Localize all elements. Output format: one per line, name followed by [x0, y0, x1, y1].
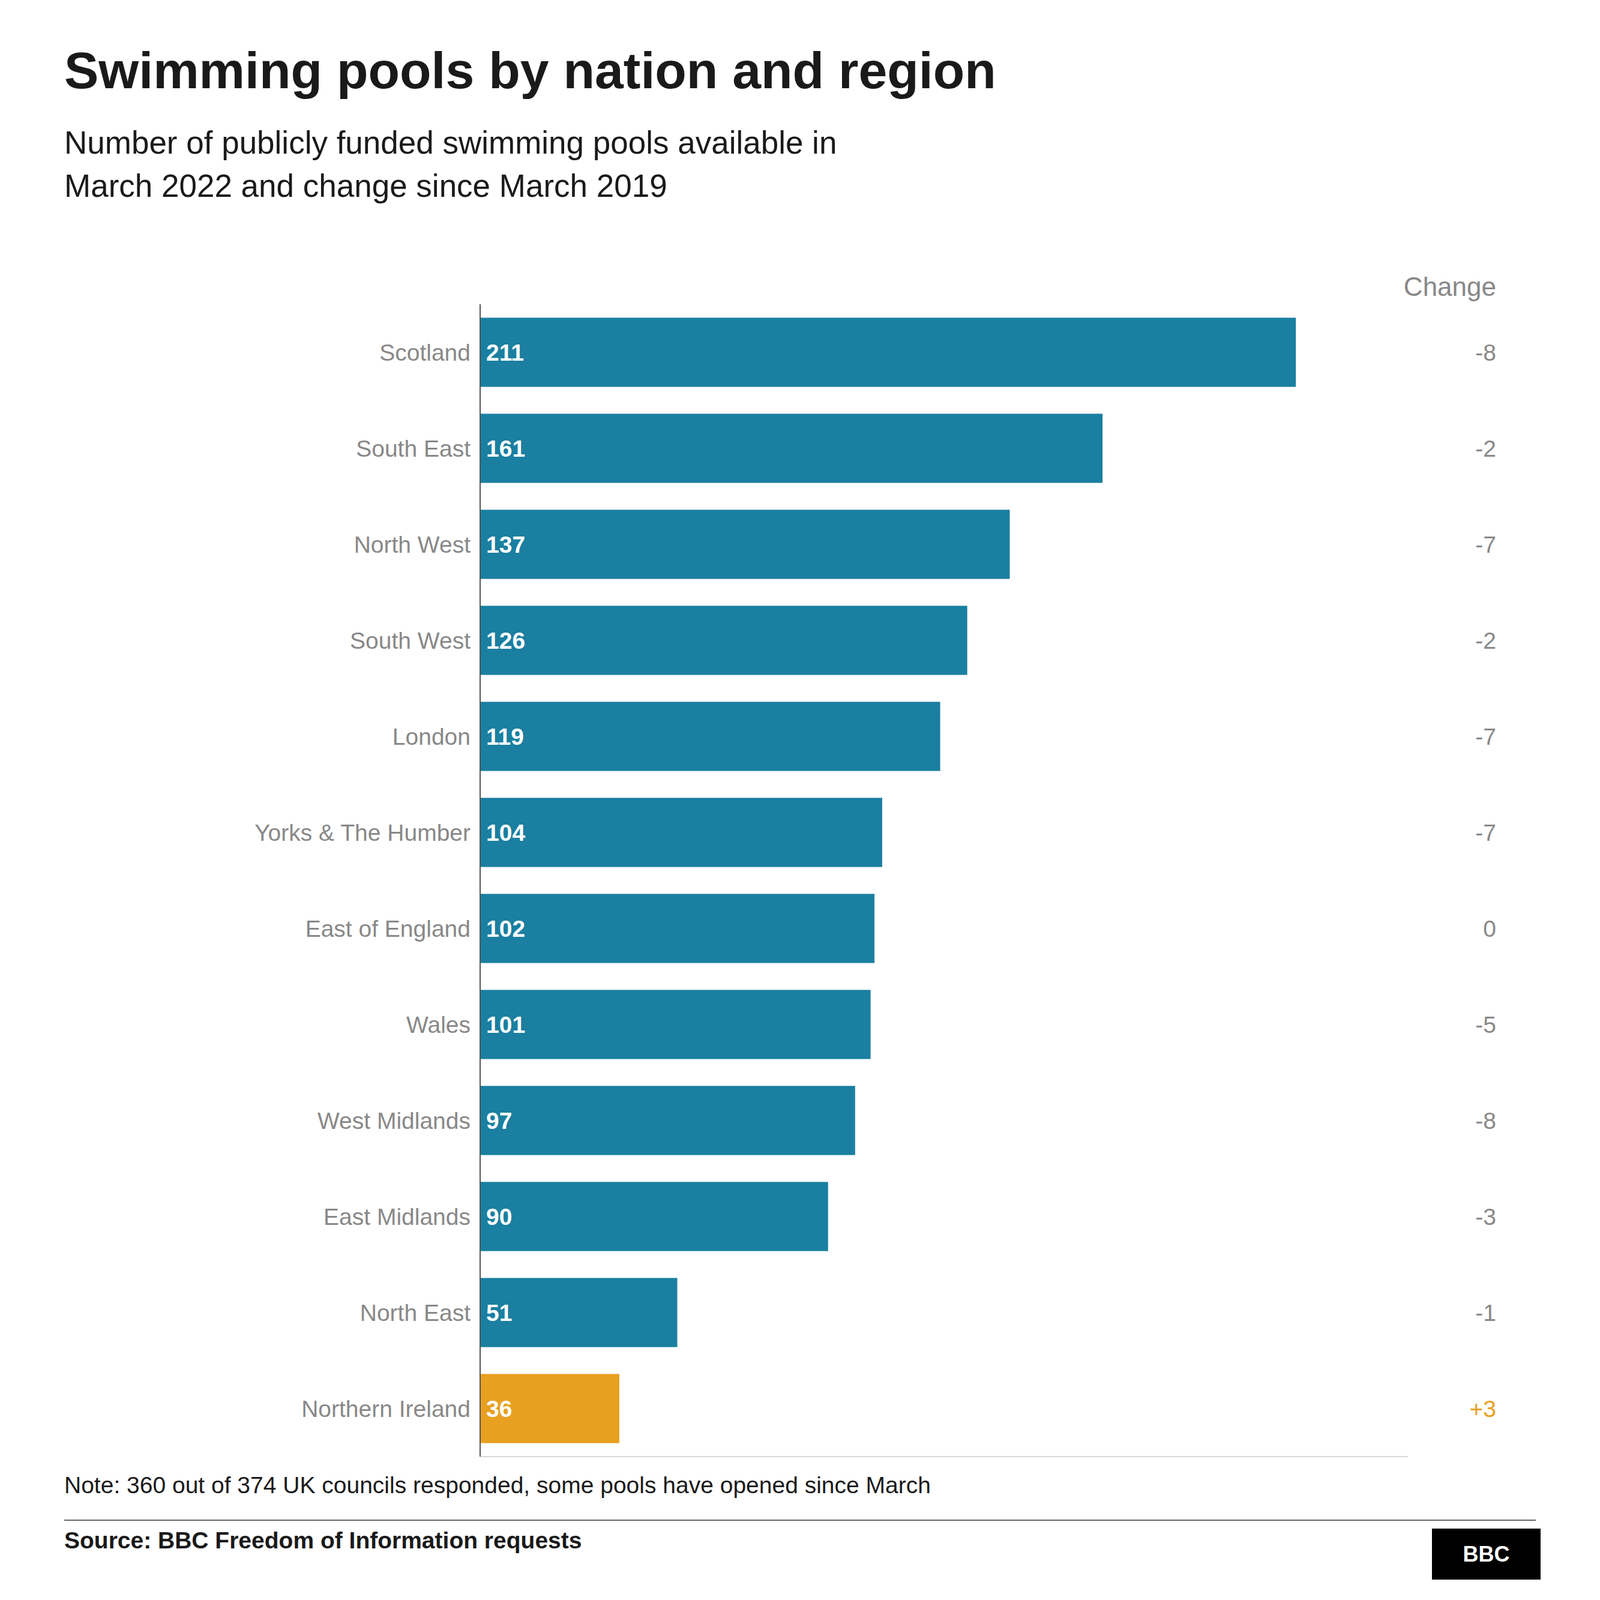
bar	[480, 317, 1296, 387]
change-label: -2	[1475, 435, 1497, 462]
category-label: Northern Ireland	[301, 1395, 471, 1422]
bar	[480, 1181, 829, 1251]
subtitle-line: March 2022 and change since March 2019	[64, 168, 668, 204]
bar	[480, 1277, 678, 1347]
change-header: Change	[1403, 271, 1497, 302]
x-axis-line	[480, 1455, 1408, 1458]
logo-box	[1431, 1528, 1541, 1580]
change-label: 0	[1482, 915, 1497, 942]
bar	[480, 605, 968, 675]
category-label: Wales	[406, 1011, 471, 1038]
change-label: -7	[1475, 819, 1497, 846]
change-label: -1	[1475, 1299, 1497, 1326]
subtitle-line: Number of publicly funded swimming pools…	[64, 124, 837, 161]
title: Swimming pools by nation and region	[64, 41, 997, 100]
change-label: -5	[1475, 1011, 1497, 1038]
data-label: 102	[486, 915, 526, 942]
separator	[64, 1519, 1536, 1521]
bar	[480, 1085, 856, 1155]
data-label: 90	[486, 1203, 512, 1230]
change-label: -7	[1475, 723, 1497, 750]
data-label: 126	[486, 627, 526, 654]
category-label: West Midlands	[317, 1107, 471, 1134]
change-label: -2	[1475, 627, 1497, 654]
logo: BBC	[1463, 1541, 1510, 1567]
change-label: +3	[1469, 1395, 1497, 1422]
data-label: 211	[486, 339, 524, 366]
bars	[480, 317, 1296, 1443]
bar	[480, 797, 883, 867]
bar	[480, 989, 871, 1059]
data-label: 137	[486, 531, 526, 558]
category-label: East Midlands	[323, 1203, 471, 1230]
bar	[480, 893, 875, 963]
data-label: 161	[486, 435, 526, 462]
y-axis-line	[479, 304, 481, 1457]
chart: Swimming pools by nation and region Numbe…	[0, 0, 1600, 1600]
bar	[480, 413, 1103, 483]
category-label: South West	[349, 627, 471, 654]
data-label: 97	[486, 1107, 512, 1134]
bar	[480, 701, 941, 771]
data-label: 36	[486, 1395, 512, 1422]
data-label: 101	[486, 1011, 526, 1038]
subtitle: Number of publicly funded swimming pools…	[64, 124, 837, 204]
change-label: -8	[1475, 1107, 1497, 1134]
change-label: -3	[1475, 1203, 1497, 1230]
note: Note: 360 out of 374 UK councils respond…	[64, 1472, 931, 1498]
bar	[480, 509, 1011, 579]
category-label: North West	[354, 531, 471, 558]
bar	[480, 1373, 620, 1443]
category-label: Yorks & The Humber	[254, 819, 471, 846]
category-label: South East	[355, 435, 471, 462]
data-label: 119	[486, 723, 524, 750]
category-label: North East	[360, 1299, 471, 1326]
data-label: 104	[486, 819, 526, 846]
change-label: -8	[1475, 339, 1497, 366]
data-label: 51	[486, 1299, 512, 1326]
change-label: -7	[1475, 531, 1497, 558]
category-label: East of England	[305, 915, 471, 942]
category-label: London	[392, 723, 471, 750]
source: Source: BBC Freedom of Information reque…	[64, 1527, 582, 1554]
background	[0, 0, 1600, 1600]
category-label: Scotland	[379, 339, 471, 366]
